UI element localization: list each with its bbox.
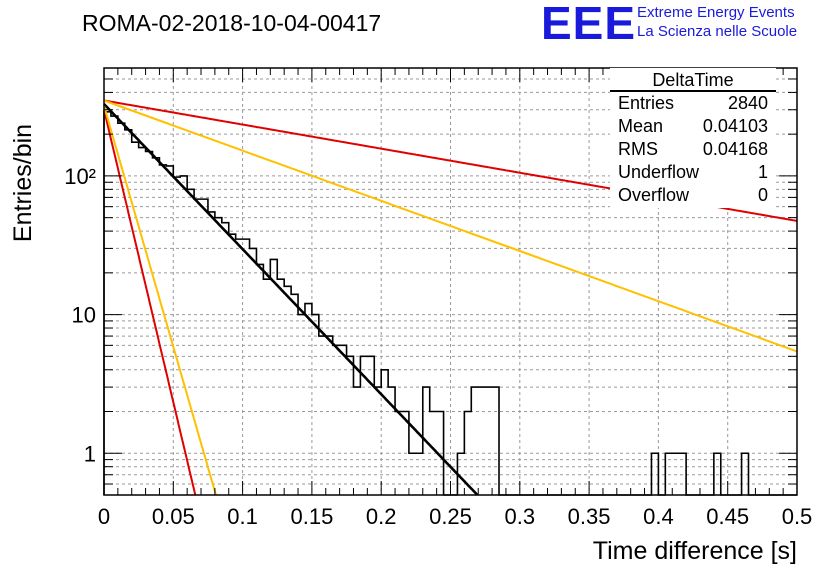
chart-title: ROMA-02-2018-10-04-00417	[82, 10, 382, 36]
stats-value: 1	[757, 162, 768, 182]
x-tick-label: 0.3	[505, 504, 536, 529]
eee-logo: EEE	[541, 0, 637, 49]
logo-line1: Extreme Energy Events	[637, 4, 795, 21]
y-axis-label: Entries/bin	[9, 124, 37, 242]
x-tick-label: 0.5	[782, 504, 813, 529]
stats-row-entries: Entries 2840	[610, 92, 776, 115]
curve-fit	[103, 103, 479, 496]
stats-row-rms: RMS 0.04168	[610, 138, 776, 161]
x-axis-label: Time difference [s]	[593, 537, 797, 565]
y-tick-labels: 1 10 10²	[64, 164, 96, 466]
x-tick-label: 0	[98, 504, 110, 529]
stats-label: Mean	[618, 116, 664, 136]
logo-line2: La Scienza nelle Scuole	[637, 23, 798, 40]
curve-red-fast	[103, 109, 197, 496]
x-tick-labels: 0 0.05 0.1 0.15 0.2 0.25 0.3 0.35 0.4 0.45 0.5	[98, 504, 812, 529]
stats-label: Underflow	[618, 162, 700, 182]
stats-value: 0.04168	[702, 139, 768, 159]
x-tick-label: 0.1	[227, 504, 258, 529]
stats-box: DeltaTime Entries 2840 Mean 0.04103 RMS …	[610, 68, 776, 208]
stats-value: 0	[757, 185, 768, 205]
y-tick-label: 1	[84, 441, 96, 466]
stats-title: DeltaTime	[610, 68, 776, 92]
x-tick-label: 0.35	[568, 504, 611, 529]
stats-row-mean: Mean 0.04103	[610, 115, 776, 138]
x-tick-label: 0.25	[429, 504, 472, 529]
x-tick-label: 0.4	[643, 504, 674, 529]
stats-label: Overflow	[618, 185, 690, 205]
stats-label: Entries	[618, 93, 675, 113]
x-tick-label: 0.15	[290, 504, 333, 529]
curve-orange-slow	[103, 99, 798, 353]
curve-orange-fast	[103, 105, 217, 496]
y-tick-label: 10²	[64, 164, 96, 189]
stats-row-overflow: Overflow 0	[610, 184, 776, 207]
stats-value: 0.04103	[702, 116, 768, 136]
stats-value: 2840	[727, 93, 768, 113]
stats-label: RMS	[618, 139, 658, 159]
stats-row-underflow: Underflow 1	[610, 161, 776, 184]
y-tick-label: 10	[72, 303, 96, 328]
x-tick-label: 0.45	[706, 504, 749, 529]
x-tick-label: 0.05	[152, 504, 195, 529]
x-tick-label: 0.2	[366, 504, 397, 529]
